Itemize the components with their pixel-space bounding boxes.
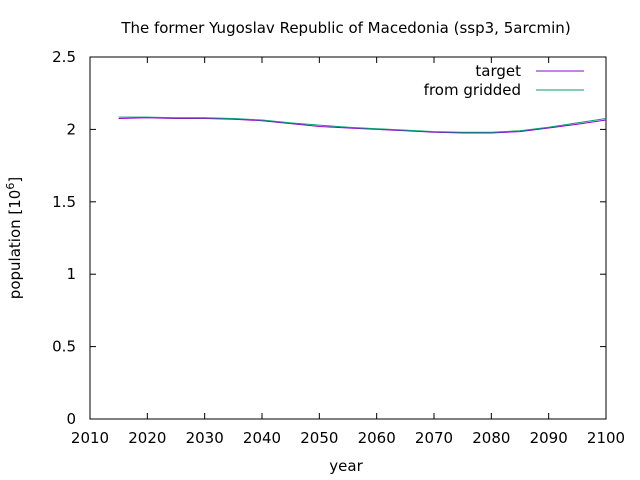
y-axis-label-close: ] (6, 177, 24, 183)
y-tick-label: 2 (66, 120, 76, 138)
y-axis-label: population [106] (4, 177, 24, 299)
x-tick-label: 2100 (587, 429, 625, 447)
x-tick-label: 2020 (128, 429, 166, 447)
x-tick-label: 2090 (530, 429, 568, 447)
y-axis-label-text: population [10 (6, 190, 24, 300)
y-axis-ticks: 0 0.5 1 1.5 2 2.5 (52, 48, 606, 428)
series-line-target (118, 117, 607, 134)
series-line-from-gridded (118, 116, 607, 133)
x-tick-label: 2040 (243, 429, 281, 447)
x-tick-label: 2030 (186, 429, 224, 447)
chart-title: The former Yugoslav Republic of Macedoni… (120, 19, 570, 37)
series-lines (118, 116, 607, 134)
y-axis-label-exponent: 6 (4, 183, 17, 190)
x-tick-label: 2070 (415, 429, 453, 447)
y-tick-label: 0 (66, 410, 76, 428)
x-tick-label: 2050 (300, 429, 338, 447)
x-axis-ticks: 2010 2020 2030 2040 2050 2060 2070 2080 2090 2100 (71, 57, 625, 447)
plot-frame (89, 56, 607, 420)
y-tick-label: 0.5 (52, 338, 76, 356)
y-tick-label: 1.5 (52, 193, 76, 211)
x-tick-label: 2060 (358, 429, 396, 447)
legend-label-target: target (475, 62, 521, 80)
x-tick-label: 2080 (472, 429, 510, 447)
legend-label-from-gridded: from gridded (424, 81, 521, 99)
x-axis-label: year (329, 457, 363, 475)
y-tick-label: 2.5 (52, 48, 76, 66)
y-tick-label: 1 (66, 265, 76, 283)
x-tick-label: 2010 (71, 429, 109, 447)
